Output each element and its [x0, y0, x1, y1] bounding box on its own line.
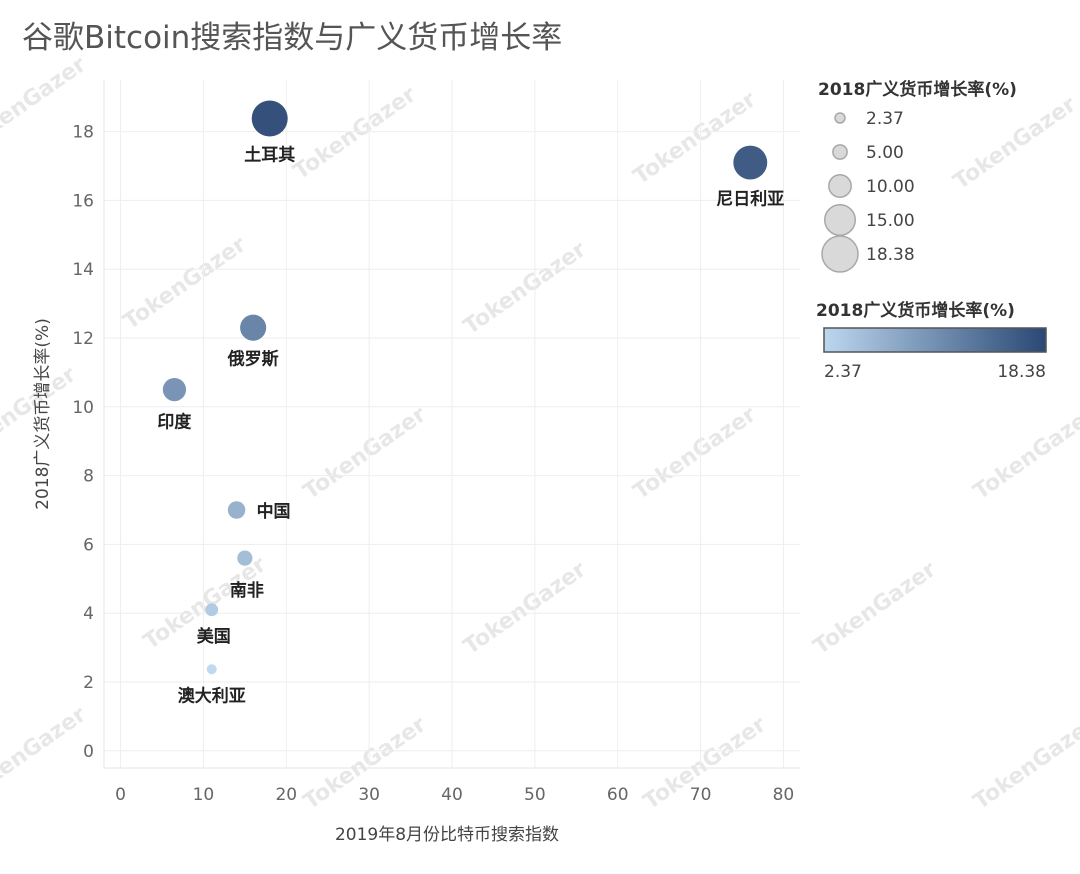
data-point — [206, 664, 217, 675]
y-tick-label: 8 — [83, 467, 94, 487]
data-point-label: 俄罗斯 — [227, 349, 279, 370]
y-axis-label: 2018广义货币增长率(%) — [33, 318, 53, 510]
x-tick-label: 50 — [524, 785, 546, 805]
watermark-text: TokenGazer — [119, 232, 251, 335]
x-tick-label: 70 — [690, 785, 712, 805]
x-tick-label: 0 — [115, 785, 126, 805]
y-tick-label: 4 — [83, 604, 94, 624]
data-point-label: 澳大利亚 — [178, 685, 246, 706]
watermark-text: TokenGazer — [629, 402, 761, 505]
size-legend-title: 2018广义货币增长率(%) — [818, 79, 1017, 100]
size-legend-item: 5.00 — [866, 143, 904, 163]
x-tick-label: 20 — [275, 785, 297, 805]
watermark-text: TokenGazer — [289, 82, 421, 185]
y-axis: 0 2 4 6 8 10 12 14 16 18 — [72, 123, 94, 762]
x-tick-label: 10 — [193, 785, 215, 805]
color-legend-min: 2.37 — [824, 362, 862, 382]
data-point-label: 印度 — [157, 412, 192, 433]
watermark-text: TokenGazer — [459, 237, 591, 340]
size-legend-item: 2.37 — [866, 109, 904, 129]
watermark-text: TokenGazer — [0, 702, 91, 805]
y-tick-label: 18 — [72, 123, 94, 143]
data-point-label: 土耳其 — [244, 145, 295, 166]
watermark-text: TokenGazer — [459, 557, 591, 660]
x-tick-label: 40 — [441, 785, 463, 805]
x-tick-label: 80 — [773, 785, 795, 805]
size-legend-swatch — [832, 144, 848, 160]
size-legend-swatch — [828, 174, 852, 198]
size-legend-item: 15.00 — [866, 211, 915, 231]
color-legend: 2018广义货币增长率(%) 2.37 18.38 — [816, 300, 1047, 382]
data-point-label: 尼日利亚 — [716, 189, 784, 210]
y-tick-label: 16 — [72, 191, 94, 211]
watermark-text: TokenGazer — [969, 402, 1080, 505]
watermark-text: TokenGazer — [809, 557, 941, 660]
data-point-label: 南非 — [230, 580, 264, 601]
color-legend-title: 2018广义货币增长率(%) — [816, 300, 1015, 321]
data-point — [227, 501, 246, 519]
data-point — [205, 603, 219, 617]
size-legend: 2018广义货币增长率(%) 2.37 5.00 10.00 15.00 18.38 — [818, 79, 1017, 273]
x-tick-label: 30 — [358, 785, 380, 805]
data-point — [237, 550, 253, 566]
size-legend-item: 18.38 — [866, 245, 915, 265]
data-point-label: 中国 — [257, 501, 291, 522]
y-tick-label: 10 — [72, 398, 94, 418]
x-axis: 0 10 20 30 40 50 60 70 80 — [115, 785, 794, 805]
x-axis-label: 2019年8月份比特币搜索指数 — [335, 825, 559, 845]
color-gradient-bar — [823, 327, 1047, 353]
y-tick-label: 0 — [83, 742, 94, 762]
data-point — [251, 100, 288, 137]
size-legend-swatch — [823, 203, 857, 237]
data-point-label: 美国 — [197, 626, 231, 647]
y-tick-label: 6 — [83, 535, 94, 555]
size-legend-item: 10.00 — [866, 177, 915, 197]
size-legend-swatch — [834, 112, 846, 124]
chart-title: 谷歌Bitcoin搜索指数与广义货币增长率 — [22, 20, 563, 56]
watermark-text: TokenGazer — [969, 712, 1080, 815]
watermark-text: TokenGazer — [949, 92, 1080, 195]
y-tick-label: 14 — [72, 260, 94, 280]
size-legend-swatch — [821, 235, 859, 273]
x-tick-label: 60 — [607, 785, 629, 805]
y-tick-label: 12 — [72, 329, 94, 349]
y-tick-label: 2 — [83, 673, 94, 693]
color-legend-max: 18.38 — [997, 362, 1046, 382]
data-point — [240, 314, 267, 341]
data-point — [733, 145, 768, 180]
watermark-text: TokenGazer — [299, 402, 431, 505]
watermark-layer: TokenGazer TokenGazer TokenGazer TokenGazer… — [0, 52, 1080, 815]
grid — [103, 80, 800, 769]
data-point — [162, 377, 187, 402]
